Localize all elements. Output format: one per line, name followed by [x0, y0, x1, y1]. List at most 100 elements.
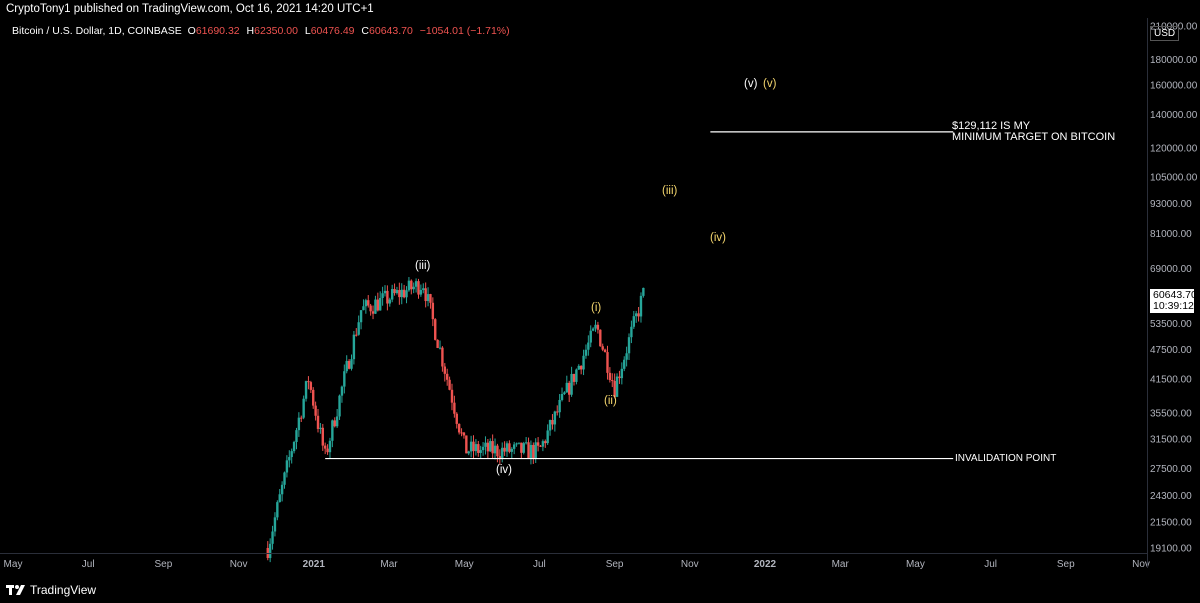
- high-label: H: [246, 25, 255, 37]
- candle: [357, 315, 360, 336]
- candle-body: [608, 372, 612, 381]
- candle-body: [309, 382, 313, 390]
- price-tick-label: 210000.00: [1150, 22, 1198, 33]
- candle-body: [283, 472, 286, 485]
- candle-body: [527, 442, 530, 459]
- candle-body: [419, 289, 423, 295]
- candle-body: [453, 402, 456, 414]
- candle: [283, 471, 286, 489]
- candle: [570, 366, 573, 397]
- candle-body: [273, 517, 277, 532]
- candle-body: [369, 305, 372, 312]
- candle-body: [515, 443, 518, 445]
- candle: [611, 373, 614, 388]
- price-tick-label: 53500.00: [1150, 319, 1192, 330]
- candle: [606, 345, 609, 380]
- candle-body: [316, 415, 320, 429]
- candle: [321, 423, 324, 451]
- candle-body: [292, 441, 296, 452]
- candle: [544, 439, 547, 448]
- candle: [594, 319, 597, 332]
- candle: [527, 437, 530, 459]
- candle: [333, 417, 336, 428]
- price-tick-label: 140000.00: [1150, 110, 1198, 121]
- candle: [568, 380, 571, 403]
- candle: [302, 395, 305, 420]
- close-label: C: [361, 25, 370, 37]
- candle: [374, 295, 377, 314]
- candle-body: [357, 322, 360, 335]
- candle: [304, 380, 308, 402]
- candle-body: [300, 417, 303, 419]
- candle: [496, 443, 499, 463]
- candle-body: [469, 441, 473, 452]
- candle: [620, 362, 624, 385]
- candle-body: [486, 442, 490, 452]
- candle-body: [414, 281, 418, 287]
- candle: [407, 277, 411, 292]
- candle-body: [352, 334, 356, 360]
- candle-body: [474, 444, 478, 452]
- candle: [508, 440, 511, 454]
- candle: [625, 346, 628, 367]
- candle-body: [577, 365, 580, 370]
- candle-body: [304, 381, 308, 399]
- candle: [352, 330, 356, 365]
- candle: [589, 325, 592, 348]
- footer-bar: [0, 578, 1200, 603]
- currency-label[interactable]: USD: [1150, 26, 1180, 41]
- candle: [541, 439, 545, 452]
- time-tick-label: May: [906, 559, 925, 570]
- candle-body: [615, 376, 619, 397]
- price-tick-label: 180000.00: [1150, 55, 1198, 66]
- price-tick-label: 105000.00: [1150, 172, 1198, 183]
- price-axis-border: [1147, 18, 1148, 568]
- candle: [395, 286, 399, 295]
- candle-body: [639, 295, 643, 317]
- candle: [300, 415, 303, 422]
- candle-body: [558, 399, 561, 413]
- candle: [587, 335, 590, 356]
- last-price-tag: 60643.70 10:39:12: [1150, 289, 1197, 313]
- candle: [285, 455, 289, 478]
- candle: [307, 376, 310, 390]
- open-value: 61690.32: [195, 25, 240, 37]
- candle-body: [302, 398, 305, 418]
- tradingview-logo[interactable]: TradingView: [6, 583, 96, 597]
- candle: [393, 283, 396, 296]
- candle: [584, 344, 588, 359]
- candle: [637, 306, 640, 322]
- candle-body: [584, 349, 588, 356]
- candle-body: [477, 444, 480, 453]
- candle-body: [508, 443, 511, 452]
- candle-body: [457, 423, 461, 433]
- candle-body: [312, 389, 315, 406]
- price-tick-label: 35500.00: [1150, 409, 1192, 420]
- candle-body: [429, 294, 432, 303]
- time-tick-label: Sep: [606, 559, 624, 570]
- candle: [453, 395, 456, 418]
- candle-body: [623, 359, 626, 369]
- candle: [577, 364, 580, 370]
- wave-iii-proj-label: (iii): [662, 185, 678, 197]
- candle-body: [359, 310, 363, 323]
- candle-body: [563, 392, 566, 394]
- candle: [288, 450, 291, 468]
- candle-body: [481, 446, 485, 451]
- candle: [309, 380, 313, 394]
- candle: [362, 299, 365, 311]
- candle-body: [422, 288, 425, 290]
- symbol-name: Bitcoin / U.S. Dollar, 1D, COINBASE: [12, 25, 182, 37]
- candle: [438, 340, 442, 350]
- candle-body: [362, 306, 365, 311]
- price-tick-label: 93000.00: [1150, 199, 1192, 210]
- candle: [551, 414, 554, 430]
- candle: [491, 434, 494, 459]
- candle-body: [364, 300, 368, 307]
- candle-body: [634, 313, 638, 317]
- candle-body: [491, 441, 494, 454]
- candle-body: [438, 347, 442, 349]
- candle-body: [405, 290, 408, 298]
- wave-v-white-label: (v): [744, 78, 758, 90]
